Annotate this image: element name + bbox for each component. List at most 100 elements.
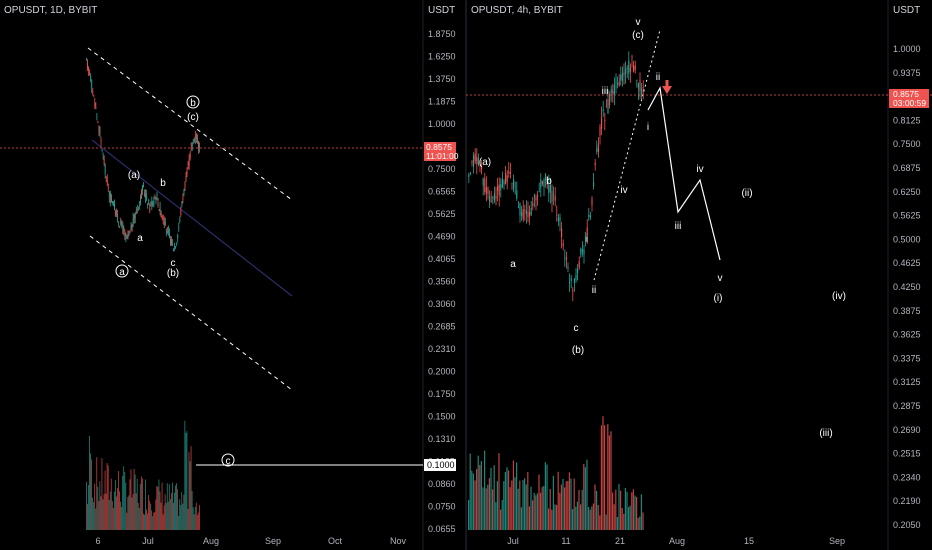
right-countdown: 03:00:59	[893, 98, 926, 108]
right-y-tick: 0.3875	[893, 306, 921, 316]
right-candle-body	[521, 212, 523, 216]
left-channel-upper[interactable]	[87, 47, 293, 201]
left-volume-bar	[129, 479, 131, 530]
left-label-a-circled: a	[119, 267, 125, 278]
left-volume-bar	[95, 508, 97, 530]
left-candle-body	[115, 212, 116, 215]
right-candle-body	[564, 257, 566, 259]
right-candle-body	[538, 191, 540, 193]
right-y-tick: 0.2340	[893, 472, 921, 482]
left-volume-bar	[185, 432, 187, 530]
right-label-proj-iii: iii	[675, 221, 682, 232]
right-candle-body	[524, 209, 526, 211]
right-trendline[interactable]	[593, 29, 661, 281]
right-candle-body	[623, 72, 625, 76]
left-x-tick: Jul	[142, 536, 154, 546]
right-volume-bar	[546, 464, 548, 530]
left-volume-bar	[147, 513, 148, 530]
right-label-proj-ii: ii	[656, 72, 660, 83]
left-y-tick: 0.6565	[428, 187, 456, 197]
right-volume-bar	[628, 507, 630, 530]
left-volume-bar	[92, 497, 94, 530]
right-x-tick: Sep	[829, 536, 845, 546]
right-volume-bar	[631, 492, 633, 530]
left-candle-body	[157, 202, 159, 206]
left-volume-bar	[111, 501, 113, 530]
right-candle-body	[557, 217, 559, 221]
left-x-tick: Oct	[328, 536, 343, 546]
left-candle-body	[121, 222, 123, 227]
right-y-tick: 0.2050	[893, 520, 921, 530]
left-candle-body	[120, 220, 122, 224]
left-volume-bar	[194, 507, 196, 530]
right-projection-path[interactable]	[647, 86, 721, 261]
right-y-tick: 0.8125	[893, 115, 921, 125]
right-candle-body	[489, 195, 491, 202]
right-candle-body	[511, 182, 513, 184]
right-volume-bar	[532, 500, 534, 530]
left-volume-bar	[113, 491, 115, 530]
right-candle-body	[535, 197, 537, 201]
left-y-tick: 0.2685	[428, 322, 456, 332]
left-channel-lower[interactable]	[89, 235, 293, 391]
left-candle-body	[123, 227, 125, 230]
right-volume-bar	[578, 489, 580, 530]
left-y-tick: 0.1310	[428, 434, 456, 444]
left-candle-body	[127, 233, 129, 238]
left-candle-body	[179, 218, 181, 223]
right-candle-body	[633, 64, 635, 72]
left-candle-body	[183, 189, 185, 194]
left-candle-body	[113, 205, 114, 206]
left-volume-bar	[188, 452, 190, 530]
right-candle-body	[631, 56, 633, 58]
left-volume-bar	[160, 502, 162, 530]
left-y-tick: 0.1500	[428, 412, 456, 422]
right-candle-body	[578, 261, 580, 268]
left-volume-bar	[124, 471, 126, 530]
right-candle-body	[477, 157, 479, 165]
right-volume-bar	[570, 478, 572, 530]
left-candle-body	[95, 107, 97, 109]
left-volume-bar	[100, 496, 102, 530]
left-channel-midline[interactable]	[91, 139, 293, 297]
right-label-roman-iv: iv	[620, 185, 627, 196]
circle-marker-a	[115, 264, 129, 278]
right-volume-bar	[588, 507, 590, 530]
left-y-tick: 0.2310	[428, 344, 456, 354]
right-volume-bar	[568, 472, 570, 530]
left-volume	[86, 420, 200, 530]
right-candle-body	[474, 153, 476, 162]
left-candle-body	[173, 248, 175, 251]
right-candle-body	[541, 181, 543, 185]
left-volume-bar	[158, 479, 160, 530]
left-volume-bar	[154, 511, 156, 530]
left-volume-bar	[169, 499, 171, 530]
right-volume-bar	[471, 470, 473, 530]
right-candle-body	[493, 193, 495, 201]
left-volume-bar	[122, 475, 124, 530]
right-candle-body	[573, 279, 575, 283]
right-label-c-paren: (c)	[632, 30, 644, 41]
left-candle-body	[102, 153, 104, 155]
right-volume-bar	[484, 450, 486, 530]
right-candle-body	[543, 179, 545, 188]
right-candle-body	[612, 90, 614, 94]
left-candle-body	[119, 226, 121, 228]
left-candle-body	[97, 122, 99, 123]
left-volume-bar	[195, 502, 197, 530]
right-volume-bar	[599, 515, 601, 530]
right-volume-bar	[607, 424, 609, 530]
right-label-degree-ii: (ii)	[741, 188, 752, 199]
left-candle-body	[151, 201, 153, 207]
right-candle-body	[637, 83, 639, 89]
left-candle-body	[128, 233, 130, 235]
left-candle-body	[124, 231, 126, 236]
right-volume-bar	[468, 499, 470, 530]
right-x-tick: Jul	[507, 536, 519, 546]
left-candle-body	[178, 227, 180, 229]
right-y-tick: 0.5625	[893, 211, 921, 221]
right-volume-bar	[604, 425, 606, 530]
right-candle-body	[604, 119, 606, 121]
left-label-b-small: b	[160, 178, 166, 189]
right-candle-body	[505, 172, 507, 184]
